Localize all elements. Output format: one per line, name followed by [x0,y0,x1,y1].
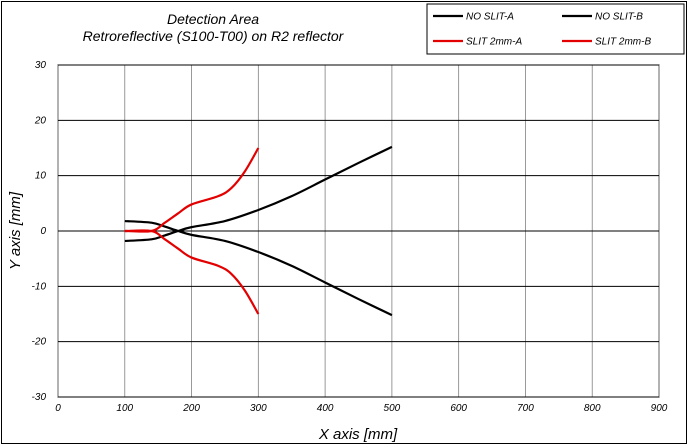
x-tick-label: 400 [317,403,334,414]
x-tick-label: 200 [182,403,200,414]
legend: NO SLIT-A NO SLIT-B SLIT 2mm-A SLIT 2mm-B [433,12,651,48]
y-tick-label: 0 [40,226,46,237]
series-lines [124,145,393,317]
legend-label: SLIT 2mm-A [466,37,522,48]
series-line-4 [124,229,260,315]
y-tick-label: -30 [32,392,47,403]
y-axis-label: Y axis [mm] [7,191,24,270]
y-tick-label: 20 [34,115,47,126]
y-tick-label: 10 [35,171,47,182]
x-tick-label: 800 [584,403,601,414]
y-tick-label: -20 [32,337,47,348]
legend-box [426,3,685,55]
legend-label: NO SLIT-A [466,12,514,23]
legend-label: NO SLIT-B [595,12,643,23]
x-axis-label: X axis [mm] [318,426,398,443]
x-tick-label: 100 [116,403,133,414]
x-tick-label: 600 [450,403,467,414]
x-tick-label: 900 [651,403,668,414]
x-tick-label: 700 [517,403,534,414]
y-tick-label: 30 [35,60,47,71]
y-tick-label: -10 [32,281,47,292]
legend-label: SLIT 2mm-B [595,37,651,48]
x-tick-label: 300 [250,403,267,414]
chart-title: Detection Area [167,11,259,27]
series-line-3 [124,147,260,233]
x-tick-label: 0 [55,403,61,414]
chart-subtitle: Retroreflective (S100-T00) on R2 reflect… [83,28,345,44]
tick-labels: 0 100 200 300 400 500 600 700 800 900 -30 -20 -10 0 10… [32,60,668,414]
x-tick-label: 500 [384,403,401,414]
